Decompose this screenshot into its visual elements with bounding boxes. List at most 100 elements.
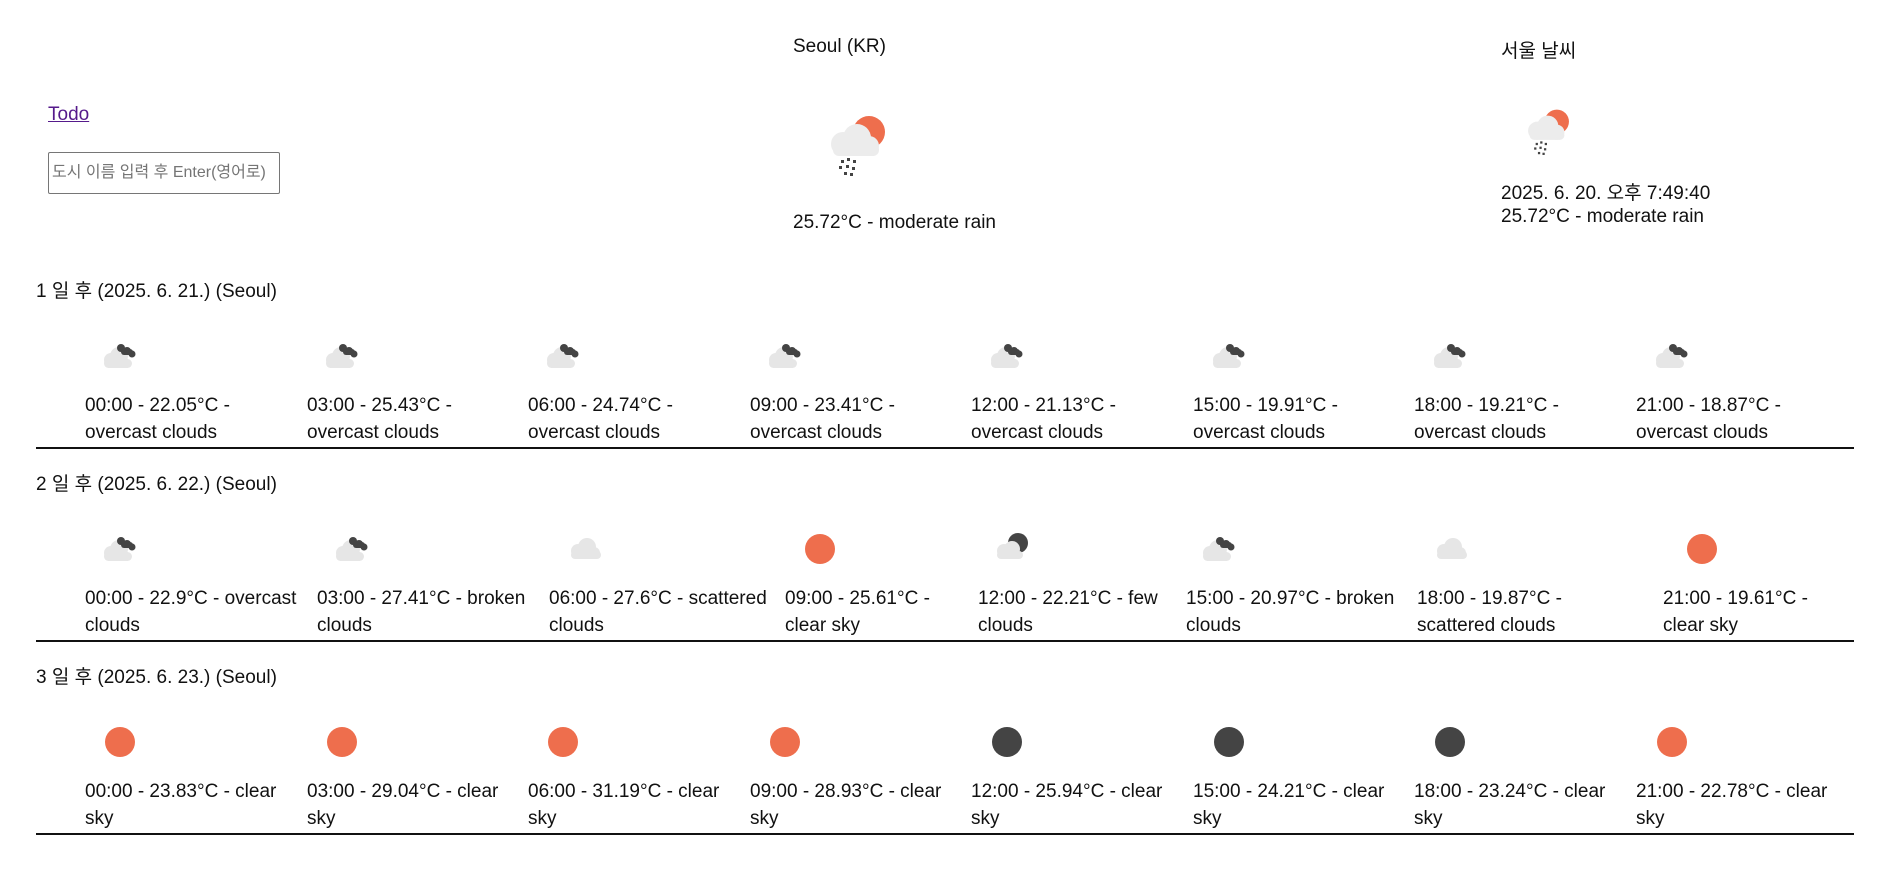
todo-link[interactable]: Todo xyxy=(48,104,90,125)
forecast-item-line1: 18:00 - 19.21°C - xyxy=(1414,395,1559,416)
clear-sky-moon-icon xyxy=(1424,716,1476,768)
forecast-item-text: 12:00 - 25.94°C - clear sky xyxy=(971,778,1193,832)
clear-sky-sun-icon xyxy=(537,716,589,768)
forecast-item-line2: clear sky xyxy=(1663,615,1738,636)
overcast-clouds-icon xyxy=(537,330,589,382)
forecast-item-line1: 06:00 - 24.74°C - xyxy=(528,395,673,416)
forecast-item-line1: 15:00 - 24.21°C - clear xyxy=(1193,781,1385,802)
forecast-item-line1: 21:00 - 22.78°C - clear xyxy=(1636,781,1828,802)
forecast-day-title: 3 일 후 (2025. 6. 23.) (Seoul) xyxy=(36,667,277,688)
forecast-item-text: 18:00 - 19.87°C - scattered clouds xyxy=(1417,585,1647,639)
forecast-item-line2: clear sky xyxy=(785,615,860,636)
forecast-item-line1: 21:00 - 18.87°C - xyxy=(1636,395,1781,416)
forecast-item-line1: 18:00 - 23.24°C - clear xyxy=(1414,781,1606,802)
clear-sky-sun-icon xyxy=(316,716,368,768)
forecast-item-line1: 00:00 - 22.9°C - overcast xyxy=(85,588,297,609)
forecast-item-line2: overcast clouds xyxy=(528,422,661,443)
forecast-item-line2: sky xyxy=(528,808,557,829)
forecast-item-line2: sky xyxy=(971,808,1000,829)
forecast-item-line2: clouds xyxy=(549,615,604,636)
forecast-item-line2: sky xyxy=(750,808,779,829)
overcast-clouds-icon xyxy=(1424,330,1476,382)
local-datetime: 2025. 6. 20. 오후 7:49:40 xyxy=(1501,183,1711,204)
overcast-clouds-icon xyxy=(94,523,146,575)
forecast-item-line2: clouds xyxy=(85,615,140,636)
clear-sky-sun-icon xyxy=(794,523,846,575)
forecast-item-text: 00:00 - 22.05°C - overcast clouds xyxy=(85,392,307,446)
forecast-item-line2: overcast clouds xyxy=(85,422,218,443)
forecast-item-line2: clouds xyxy=(1186,615,1241,636)
forecast-item-line2: overcast clouds xyxy=(307,422,440,443)
city-search-input[interactable] xyxy=(48,152,280,194)
overcast-clouds-icon xyxy=(94,330,146,382)
forecast-item-line2: sky xyxy=(1414,808,1443,829)
forecast-item-text: 15:00 - 24.21°C - clear sky xyxy=(1193,778,1415,832)
forecast-item-line1: 12:00 - 21.13°C - xyxy=(971,395,1116,416)
forecast-item-text: 06:00 - 27.6°C - scattered clouds xyxy=(549,585,781,639)
clear-sky-moon-icon xyxy=(1203,716,1255,768)
forecast-item-line1: 09:00 - 28.93°C - clear xyxy=(750,781,942,802)
forecast-item-text: 21:00 - 18.87°C - overcast clouds xyxy=(1636,392,1858,446)
forecast-day-section: 3 일 후 (2025. 6. 23.) (Seoul) 00:00 - 23.8… xyxy=(36,662,1854,835)
forecast-item-line2: overcast clouds xyxy=(750,422,883,443)
overcast-clouds-icon xyxy=(981,330,1033,382)
forecast-item-text: 03:00 - 29.04°C - clear sky xyxy=(307,778,529,832)
forecast-item-line2: sky xyxy=(1193,808,1222,829)
forecast-item-line1: 15:00 - 19.91°C - xyxy=(1193,395,1338,416)
broken-clouds-icon xyxy=(326,523,378,575)
forecast-item-line1: 09:00 - 23.41°C - xyxy=(750,395,895,416)
forecast-item-line2: overcast clouds xyxy=(1414,422,1547,443)
current-weather-panel: Seoul (KR) 25.72°C - moderate rain xyxy=(793,36,1053,233)
forecast-item-text: 21:00 - 19.61°C - clear sky xyxy=(1663,585,1853,639)
scattered-clouds-icon xyxy=(1424,523,1476,575)
forecast-item-text: 18:00 - 23.24°C - clear sky xyxy=(1414,778,1636,832)
forecast-day-section: 1 일 후 (2025. 6. 21.) (Seoul) 00:00 - 22.0… xyxy=(36,276,1854,449)
forecast-item-line1: 21:00 - 19.61°C - xyxy=(1663,588,1808,609)
forecast-item-text: 09:00 - 25.61°C - clear sky xyxy=(785,585,975,639)
forecast-item-text: 09:00 - 28.93°C - clear sky xyxy=(750,778,972,832)
rain-cloud-sun-icon xyxy=(819,106,893,180)
forecast-item-line2: scattered clouds xyxy=(1417,615,1556,636)
forecast-item-text: 12:00 - 22.21°C - few clouds xyxy=(978,585,1173,639)
forecast-item-line1: 12:00 - 25.94°C - clear xyxy=(971,781,1163,802)
overcast-clouds-icon xyxy=(1203,330,1255,382)
forecast-item-text: 03:00 - 25.43°C - overcast clouds xyxy=(307,392,529,446)
forecast-day-title: 1 일 후 (2025. 6. 21.) (Seoul) xyxy=(36,281,277,302)
forecast-item-line1: 00:00 - 23.83°C - clear xyxy=(85,781,277,802)
forecast-item-line1: 06:00 - 27.6°C - scattered xyxy=(549,588,767,609)
forecast-item-text: 15:00 - 19.91°C - overcast clouds xyxy=(1193,392,1415,446)
current-city-title: Seoul (KR) xyxy=(793,36,886,57)
forecast-item-line2: overcast clouds xyxy=(971,422,1104,443)
forecast-item-line2: sky xyxy=(307,808,336,829)
few-clouds-moon-icon xyxy=(986,523,1038,575)
local-weather-description: 25.72°C - moderate rain xyxy=(1501,206,1704,227)
clear-sky-sun-icon xyxy=(1676,523,1728,575)
forecast-day-title: 2 일 후 (2025. 6. 22.) (Seoul) xyxy=(36,474,277,495)
scattered-clouds-icon xyxy=(558,523,610,575)
forecast-item-line2: overcast clouds xyxy=(1193,422,1326,443)
forecast-item-line1: 06:00 - 31.19°C - clear xyxy=(528,781,720,802)
broken-clouds-icon xyxy=(1193,523,1245,575)
forecast-item-text: 18:00 - 19.21°C - overcast clouds xyxy=(1414,392,1636,446)
overcast-clouds-icon xyxy=(316,330,368,382)
forecast-item-text: 06:00 - 31.19°C - clear sky xyxy=(528,778,750,832)
forecast-item-line1: 03:00 - 25.43°C - xyxy=(307,395,452,416)
local-weather-title: 서울 날씨 xyxy=(1501,41,1577,62)
forecast-item-text: 21:00 - 22.78°C - clear sky xyxy=(1636,778,1858,832)
forecast-item-line1: 18:00 - 19.87°C - xyxy=(1417,588,1562,609)
forecast-day-section: 2 일 후 (2025. 6. 22.) (Seoul) 00:00 - 22.9… xyxy=(36,469,1854,642)
clear-sky-moon-icon xyxy=(981,716,1033,768)
forecast-item-line1: 00:00 - 22.05°C - xyxy=(85,395,230,416)
forecast-item-text: 00:00 - 22.9°C - overcast clouds xyxy=(85,585,313,639)
forecast-item-line2: overcast clouds xyxy=(1636,422,1769,443)
forecast-item-text: 03:00 - 27.41°C - broken clouds xyxy=(317,585,545,639)
clear-sky-sun-icon xyxy=(94,716,146,768)
forecast-item-text: 00:00 - 23.83°C - clear sky xyxy=(85,778,307,832)
forecast-item-line1: 03:00 - 29.04°C - clear xyxy=(307,781,499,802)
overcast-clouds-icon xyxy=(1646,330,1698,382)
forecast-item-text: 12:00 - 21.13°C - overcast clouds xyxy=(971,392,1193,446)
clear-sky-sun-icon xyxy=(1646,716,1698,768)
forecast-item-line1: 09:00 - 25.61°C - xyxy=(785,588,930,609)
forecast-item-line2: sky xyxy=(85,808,114,829)
